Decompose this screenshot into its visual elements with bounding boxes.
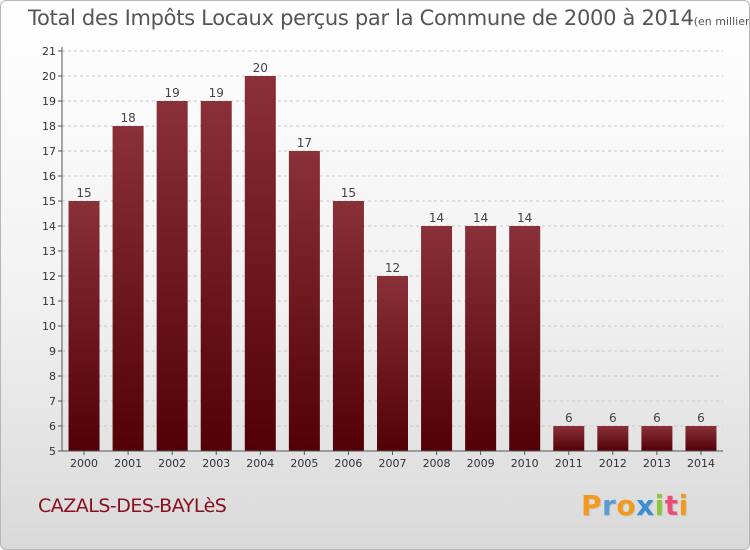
bar: [68, 201, 100, 451]
value-label: 15: [341, 186, 356, 200]
y-tick-label: 5: [49, 445, 56, 458]
logo-letter: t: [664, 489, 679, 522]
bar: [641, 426, 673, 451]
x-tick-label: 2004: [246, 457, 274, 470]
logo-letter: x: [636, 489, 655, 522]
x-tick-label: 2013: [643, 457, 671, 470]
bar: [112, 126, 144, 451]
y-tick-label: 15: [42, 195, 56, 208]
bar: [553, 426, 585, 451]
bar: [156, 101, 188, 451]
value-label: 15: [76, 186, 91, 200]
bar: [509, 226, 541, 451]
logo-letter: i: [654, 489, 665, 522]
value-label: 14: [517, 211, 532, 225]
value-label: 6: [697, 411, 705, 425]
bar: [377, 276, 408, 451]
y-tick-label: 6: [49, 420, 56, 433]
bar: [288, 151, 320, 451]
y-tick-label: 14: [42, 220, 56, 233]
x-tick-label: 2006: [334, 457, 362, 470]
y-tick-label: 8: [49, 370, 56, 383]
y-tick-label: 11: [42, 295, 56, 308]
y-tick-label: 7: [49, 395, 56, 408]
value-label: 12: [385, 261, 400, 275]
bar: [597, 426, 629, 451]
bar: [332, 201, 364, 451]
commune-name: CAZALS-DES-BAYLèS: [38, 495, 227, 517]
x-tick-label: 2008: [423, 457, 451, 470]
x-tick-label: 2002: [158, 457, 186, 470]
y-tick-label: 9: [49, 345, 56, 358]
x-tick-label: 2011: [555, 457, 583, 470]
value-label: 17: [297, 136, 312, 150]
x-tick-label: 2012: [599, 457, 627, 470]
value-label: 6: [653, 411, 661, 425]
chart-title-unit: (en milliers d'€): [693, 15, 750, 28]
value-label: 19: [165, 86, 180, 100]
bar: [244, 76, 276, 451]
x-tick-label: 2009: [467, 457, 495, 470]
value-label: 20: [253, 61, 268, 75]
y-tick-label: 16: [42, 170, 56, 183]
proxiti-logo[interactable]: Proxiti: [581, 489, 689, 522]
x-tick-label: 2003: [202, 457, 230, 470]
bar: [685, 426, 717, 451]
y-tick-label: 19: [42, 95, 56, 108]
axes: [58, 47, 723, 455]
y-tick-label: 13: [42, 245, 56, 258]
value-label: 14: [429, 211, 444, 225]
x-tick-label: 2007: [379, 457, 407, 470]
x-tick-label: 2000: [70, 457, 98, 470]
bar: [421, 226, 453, 451]
logo-letter: r: [602, 489, 617, 522]
y-tick-label: 18: [42, 120, 56, 133]
labels: 5 6 7 8 9 10 11 12 13 14 15 16 17 18 19 20 21 15 2000 18 200…: [42, 45, 715, 470]
y-tick-label: 17: [42, 145, 56, 158]
bar: [200, 101, 232, 451]
y-tick-label: 21: [42, 45, 56, 58]
logo-letter: o: [616, 489, 637, 522]
logo-letter: P: [581, 489, 603, 522]
chart-title-main: Total des Impôts Locaux perçus par la Co…: [28, 6, 694, 30]
value-label: 19: [209, 86, 224, 100]
bar: [465, 226, 497, 451]
x-tick-label: 2001: [114, 457, 142, 470]
value-label: 6: [565, 411, 573, 425]
y-tick-label: 10: [42, 320, 56, 333]
value-label: 18: [120, 111, 135, 125]
x-tick-label: 2010: [511, 457, 539, 470]
chart-title: Total des Impôts Locaux perçus par la Co…: [28, 6, 750, 30]
value-label: 14: [473, 211, 488, 225]
x-tick-label: 2005: [290, 457, 318, 470]
y-tick-label: 12: [42, 270, 56, 283]
logo-letter: i: [678, 489, 689, 522]
value-label: 6: [609, 411, 617, 425]
x-tick-label: 2014: [687, 457, 715, 470]
y-tick-label: 20: [42, 70, 56, 83]
bars: [68, 76, 717, 451]
